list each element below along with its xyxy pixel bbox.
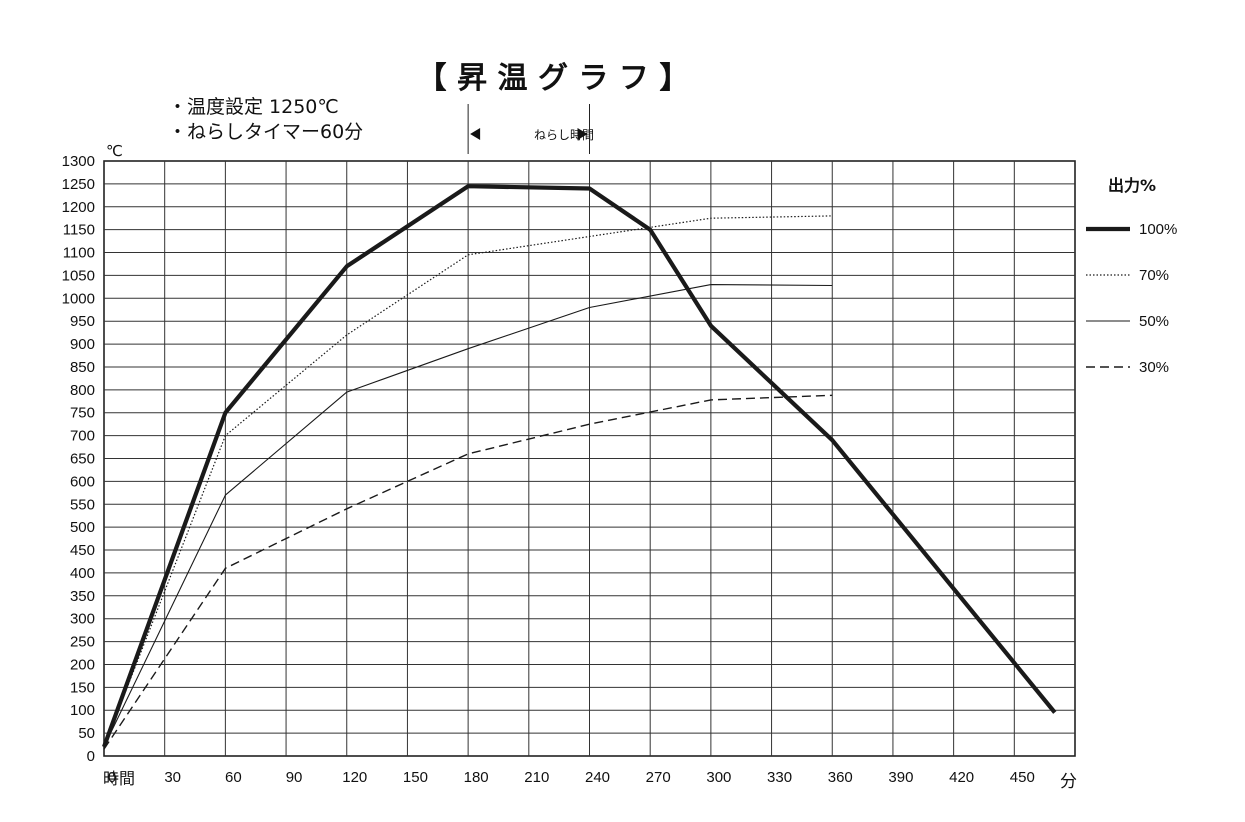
x-tick-label: 300 <box>706 769 731 786</box>
legend-label: 50% <box>1139 313 1169 330</box>
y-tick-label: 1050 <box>62 267 95 284</box>
y-tick-label: 0 <box>87 748 95 765</box>
chart-title: 【 昇 温 グ ラ フ 】 <box>417 61 690 96</box>
x-tick-label: 150 <box>403 769 428 786</box>
series-line-50pct <box>103 284 833 748</box>
y-tick-label: 200 <box>70 656 95 673</box>
y-axis-unit-label: ℃ <box>106 142 123 160</box>
y-tick-label: 400 <box>70 565 95 582</box>
y-tick-label: 750 <box>70 405 95 422</box>
series-line-30pct <box>103 394 833 750</box>
y-tick-label: 900 <box>70 336 95 353</box>
y-tick-label: 650 <box>70 451 95 468</box>
x-tick-label: 30 <box>164 769 181 786</box>
y-tick-label: 1200 <box>62 199 95 216</box>
x-tick-label: 210 <box>524 769 549 786</box>
soak-arrow-right <box>577 128 588 140</box>
y-tick-label: 700 <box>70 428 95 445</box>
legend-label: 70% <box>1139 267 1169 284</box>
axis-ticks: 0501001502002503003504004505005506006507… <box>62 153 1035 786</box>
y-tick-label: 250 <box>70 634 95 651</box>
x-axis-unit-label: 分 <box>1060 772 1077 792</box>
y-tick-label: 1150 <box>63 222 95 239</box>
grid <box>103 160 1076 757</box>
x-tick-label: 180 <box>464 769 489 786</box>
x-tick-label: 360 <box>828 769 853 786</box>
x-tick-label: 60 <box>225 769 242 786</box>
y-tick-label: 550 <box>70 496 95 513</box>
x-tick-label: 0 <box>108 769 116 786</box>
y-tick-label: 500 <box>70 519 95 536</box>
y-tick-label: 850 <box>70 359 95 376</box>
x-tick-label: 90 <box>286 769 303 786</box>
y-tick-label: 100 <box>70 702 95 719</box>
y-tick-label: 350 <box>70 588 95 605</box>
y-tick-label: 800 <box>70 382 95 399</box>
y-tick-label: 300 <box>70 611 95 628</box>
setting-note-timer: ・ねらしタイマー60分 <box>168 121 363 143</box>
x-tick-label: 420 <box>949 769 974 786</box>
legend-label: 30% <box>1139 359 1169 376</box>
x-axis-label: 時間 <box>103 769 135 788</box>
series-line-100pct <box>102 184 1057 748</box>
y-tick-label: 50 <box>78 725 95 742</box>
y-tick-label: 600 <box>70 473 95 490</box>
y-tick-label: 1100 <box>63 245 95 262</box>
x-tick-label: 240 <box>585 769 610 786</box>
x-tick-label: 390 <box>888 769 913 786</box>
series-line-70pct <box>103 215 833 748</box>
x-tick-label: 450 <box>1010 769 1035 786</box>
y-tick-label: 950 <box>70 313 95 330</box>
y-tick-label: 1250 <box>62 176 95 193</box>
x-tick-label: 120 <box>342 769 367 786</box>
x-tick-label: 330 <box>767 769 792 786</box>
series-lines <box>102 184 1057 750</box>
y-tick-label: 1300 <box>62 153 95 170</box>
setting-note-temperature: ・温度設定 1250℃ <box>168 96 339 118</box>
y-tick-label: 450 <box>70 542 95 559</box>
y-tick-label: 150 <box>70 679 95 696</box>
x-tick-label: 270 <box>646 769 671 786</box>
legend-title: 出力% <box>1108 176 1156 195</box>
legend: 100% 70% 50% 30% <box>1086 221 1177 376</box>
y-tick-label: 1000 <box>62 290 95 307</box>
soak-time-annotation: ねらし時間 <box>467 104 594 154</box>
legend-label: 100% <box>1139 221 1177 238</box>
soak-arrow-left <box>470 128 481 140</box>
